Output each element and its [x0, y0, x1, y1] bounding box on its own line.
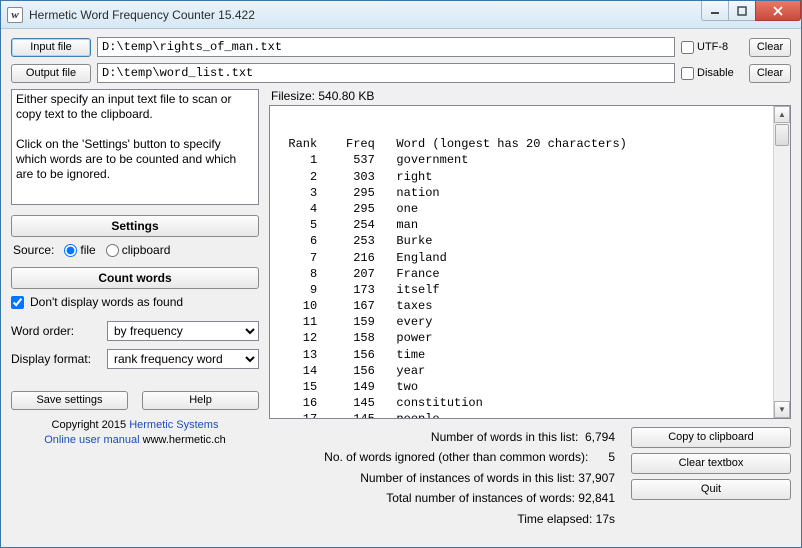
results-content: Rank Freq Word (longest has 20 character… — [270, 118, 790, 419]
window-title: Hermetic Word Frequency Counter 15.422 — [29, 8, 255, 22]
source-clipboard-label: clipboard — [122, 243, 171, 257]
hermetic-systems-link[interactable]: Hermetic Systems — [129, 419, 218, 431]
clear-textbox-button[interactable]: Clear textbox — [631, 453, 791, 474]
stat-instances-list-value: 37,907 — [578, 471, 615, 485]
minimize-button[interactable] — [701, 1, 729, 21]
stat-elapsed-label: Time elapsed: — [517, 512, 592, 526]
stat-words-value: 6,794 — [585, 430, 615, 444]
stat-ignored-value: 5 — [608, 450, 615, 464]
save-settings-button[interactable]: Save settings — [11, 391, 128, 410]
input-file-button[interactable]: Input file — [11, 38, 91, 57]
stat-instances-list-label: Number of instances of words in this lis… — [360, 471, 575, 485]
disable-checkbox[interactable] — [681, 67, 694, 80]
instructions-text: Either specify an input text file to sca… — [11, 89, 259, 205]
hermetic-url: www.hermetic.ch — [140, 434, 226, 446]
display-format-row: Display format: rank frequency word — [11, 349, 259, 369]
source-file-radio[interactable] — [64, 244, 77, 257]
results-textbox[interactable]: Rank Freq Word (longest has 20 character… — [269, 105, 791, 419]
stat-words-label: Number of words in this list: — [431, 430, 578, 444]
word-order-row: Word order: by frequency — [11, 321, 259, 341]
display-format-label: Display format: — [11, 352, 101, 366]
output-file-button[interactable]: Output file — [11, 64, 91, 83]
utf8-checkbox[interactable] — [681, 41, 694, 54]
word-order-select[interactable]: by frequency — [107, 321, 259, 341]
copy-to-clipboard-button[interactable]: Copy to clipboard — [631, 427, 791, 448]
source-file-label: file — [80, 243, 95, 257]
source-clipboard-radio-wrap[interactable]: clipboard — [106, 243, 171, 257]
dont-display-checkbox[interactable] — [11, 296, 24, 309]
stat-total-instances-label: Total number of instances of words: — [386, 491, 575, 505]
copyright: Copyright 2015 Hermetic Systems Online u… — [11, 418, 259, 449]
close-button[interactable] — [755, 1, 801, 21]
stats-block: Number of words in this list: 6,794 No. … — [269, 427, 621, 529]
maximize-button[interactable] — [728, 1, 756, 21]
utf8-label: UTF-8 — [697, 41, 728, 53]
disable-checkbox-wrap[interactable]: Disable — [681, 67, 743, 80]
results-scrollbar[interactable]: ▲ ▼ — [773, 106, 790, 418]
quit-button[interactable]: Quit — [631, 479, 791, 500]
help-button[interactable]: Help — [142, 391, 259, 410]
scroll-up-icon[interactable]: ▲ — [774, 106, 790, 123]
source-file-radio-wrap[interactable]: file — [64, 243, 95, 257]
output-file-row: Output file Disable Clear — [11, 63, 791, 83]
clear-output-button[interactable]: Clear — [749, 64, 791, 83]
filesize-label: Filesize: 540.80 KB — [269, 89, 791, 103]
clear-input-button[interactable]: Clear — [749, 38, 791, 57]
app-icon: w — [7, 7, 23, 23]
output-file-path[interactable] — [97, 63, 675, 83]
stat-total-instances-value: 92,841 — [578, 491, 615, 505]
utf8-checkbox-wrap[interactable]: UTF-8 — [681, 41, 743, 54]
stat-elapsed-value: 17s — [596, 512, 615, 526]
titlebar: w Hermetic Word Frequency Counter 15.422 — [1, 1, 801, 29]
copyright-text: Copyright 2015 — [52, 419, 130, 431]
stat-ignored-label: No. of words ignored (other than common … — [324, 450, 588, 464]
source-clipboard-radio[interactable] — [106, 244, 119, 257]
settings-button[interactable]: Settings — [11, 215, 259, 237]
scroll-thumb[interactable] — [775, 124, 789, 146]
word-order-label: Word order: — [11, 324, 101, 338]
input-file-row: Input file UTF-8 Clear — [11, 37, 791, 57]
online-manual-link[interactable]: Online user manual — [44, 434, 139, 446]
dont-display-wrap[interactable]: Don't display words as found — [11, 295, 259, 309]
display-format-select[interactable]: rank frequency word — [107, 349, 259, 369]
source-row: Source: file clipboard — [11, 243, 259, 257]
dont-display-label: Don't display words as found — [30, 295, 183, 309]
source-label: Source: — [13, 243, 54, 257]
scroll-down-icon[interactable]: ▼ — [774, 401, 790, 418]
window-controls — [702, 1, 801, 21]
count-words-button[interactable]: Count words — [11, 267, 259, 289]
input-file-path[interactable] — [97, 37, 675, 57]
disable-label: Disable — [697, 67, 734, 79]
